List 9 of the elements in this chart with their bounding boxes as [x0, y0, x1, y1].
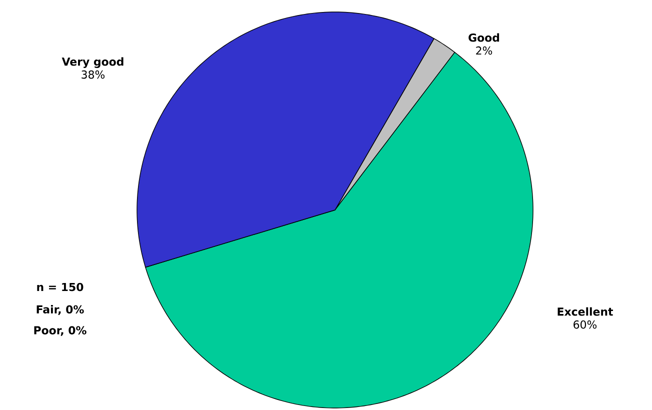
- text: n = 150: [37, 282, 84, 292]
- text: Poor, 0%: [34, 326, 86, 336]
- text: Fair, 0%: [36, 305, 84, 315]
- data-label: 2%: [476, 46, 492, 55]
- slice-label: Very good: [62, 57, 124, 68]
- slice-label: Excellent: [558, 307, 613, 316]
- slice-label: Good: [468, 33, 500, 42]
- data-label: 60%: [574, 320, 597, 329]
- data-label: 38%: [82, 70, 105, 79]
